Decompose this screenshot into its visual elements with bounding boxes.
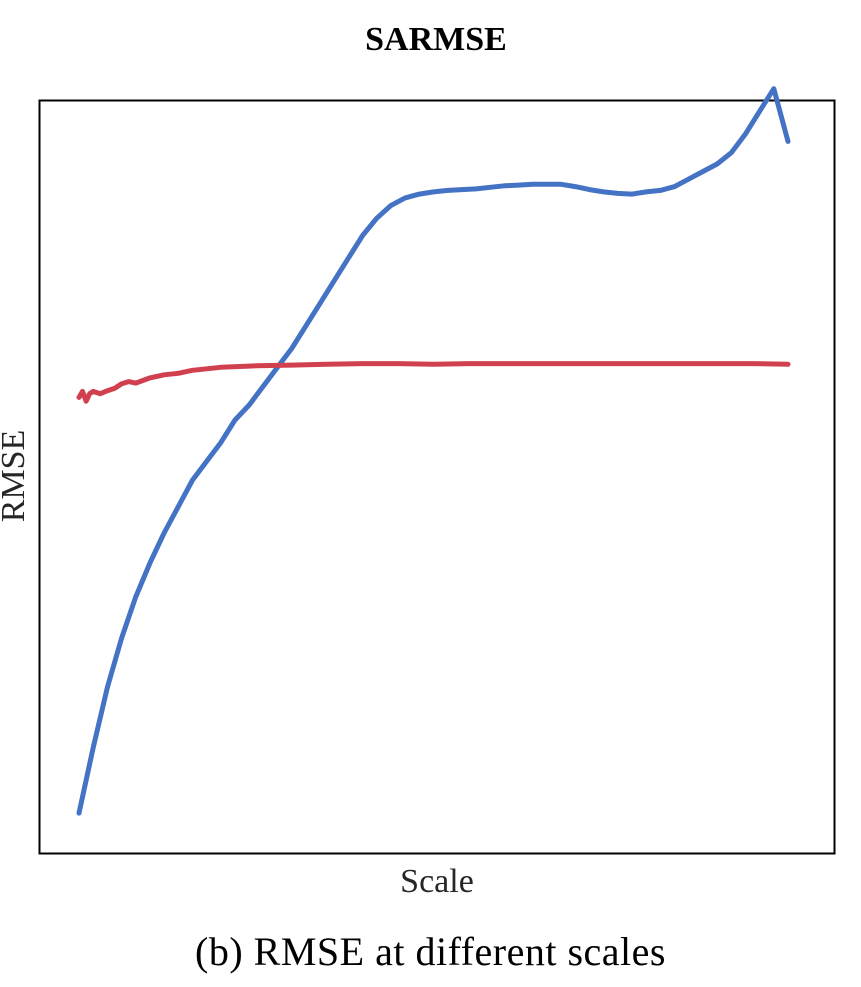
figure-caption: (b) RMSE at different scales	[195, 929, 666, 974]
x-axis-label: Scale	[400, 863, 474, 900]
series-line-1	[76, 86, 791, 816]
y-axis-label: RMSE	[0, 430, 32, 523]
series-layer	[76, 86, 791, 816]
chart-title: SARMSE	[365, 21, 507, 58]
series-line-2	[76, 361, 791, 404]
plot-frame	[38, 99, 836, 855]
